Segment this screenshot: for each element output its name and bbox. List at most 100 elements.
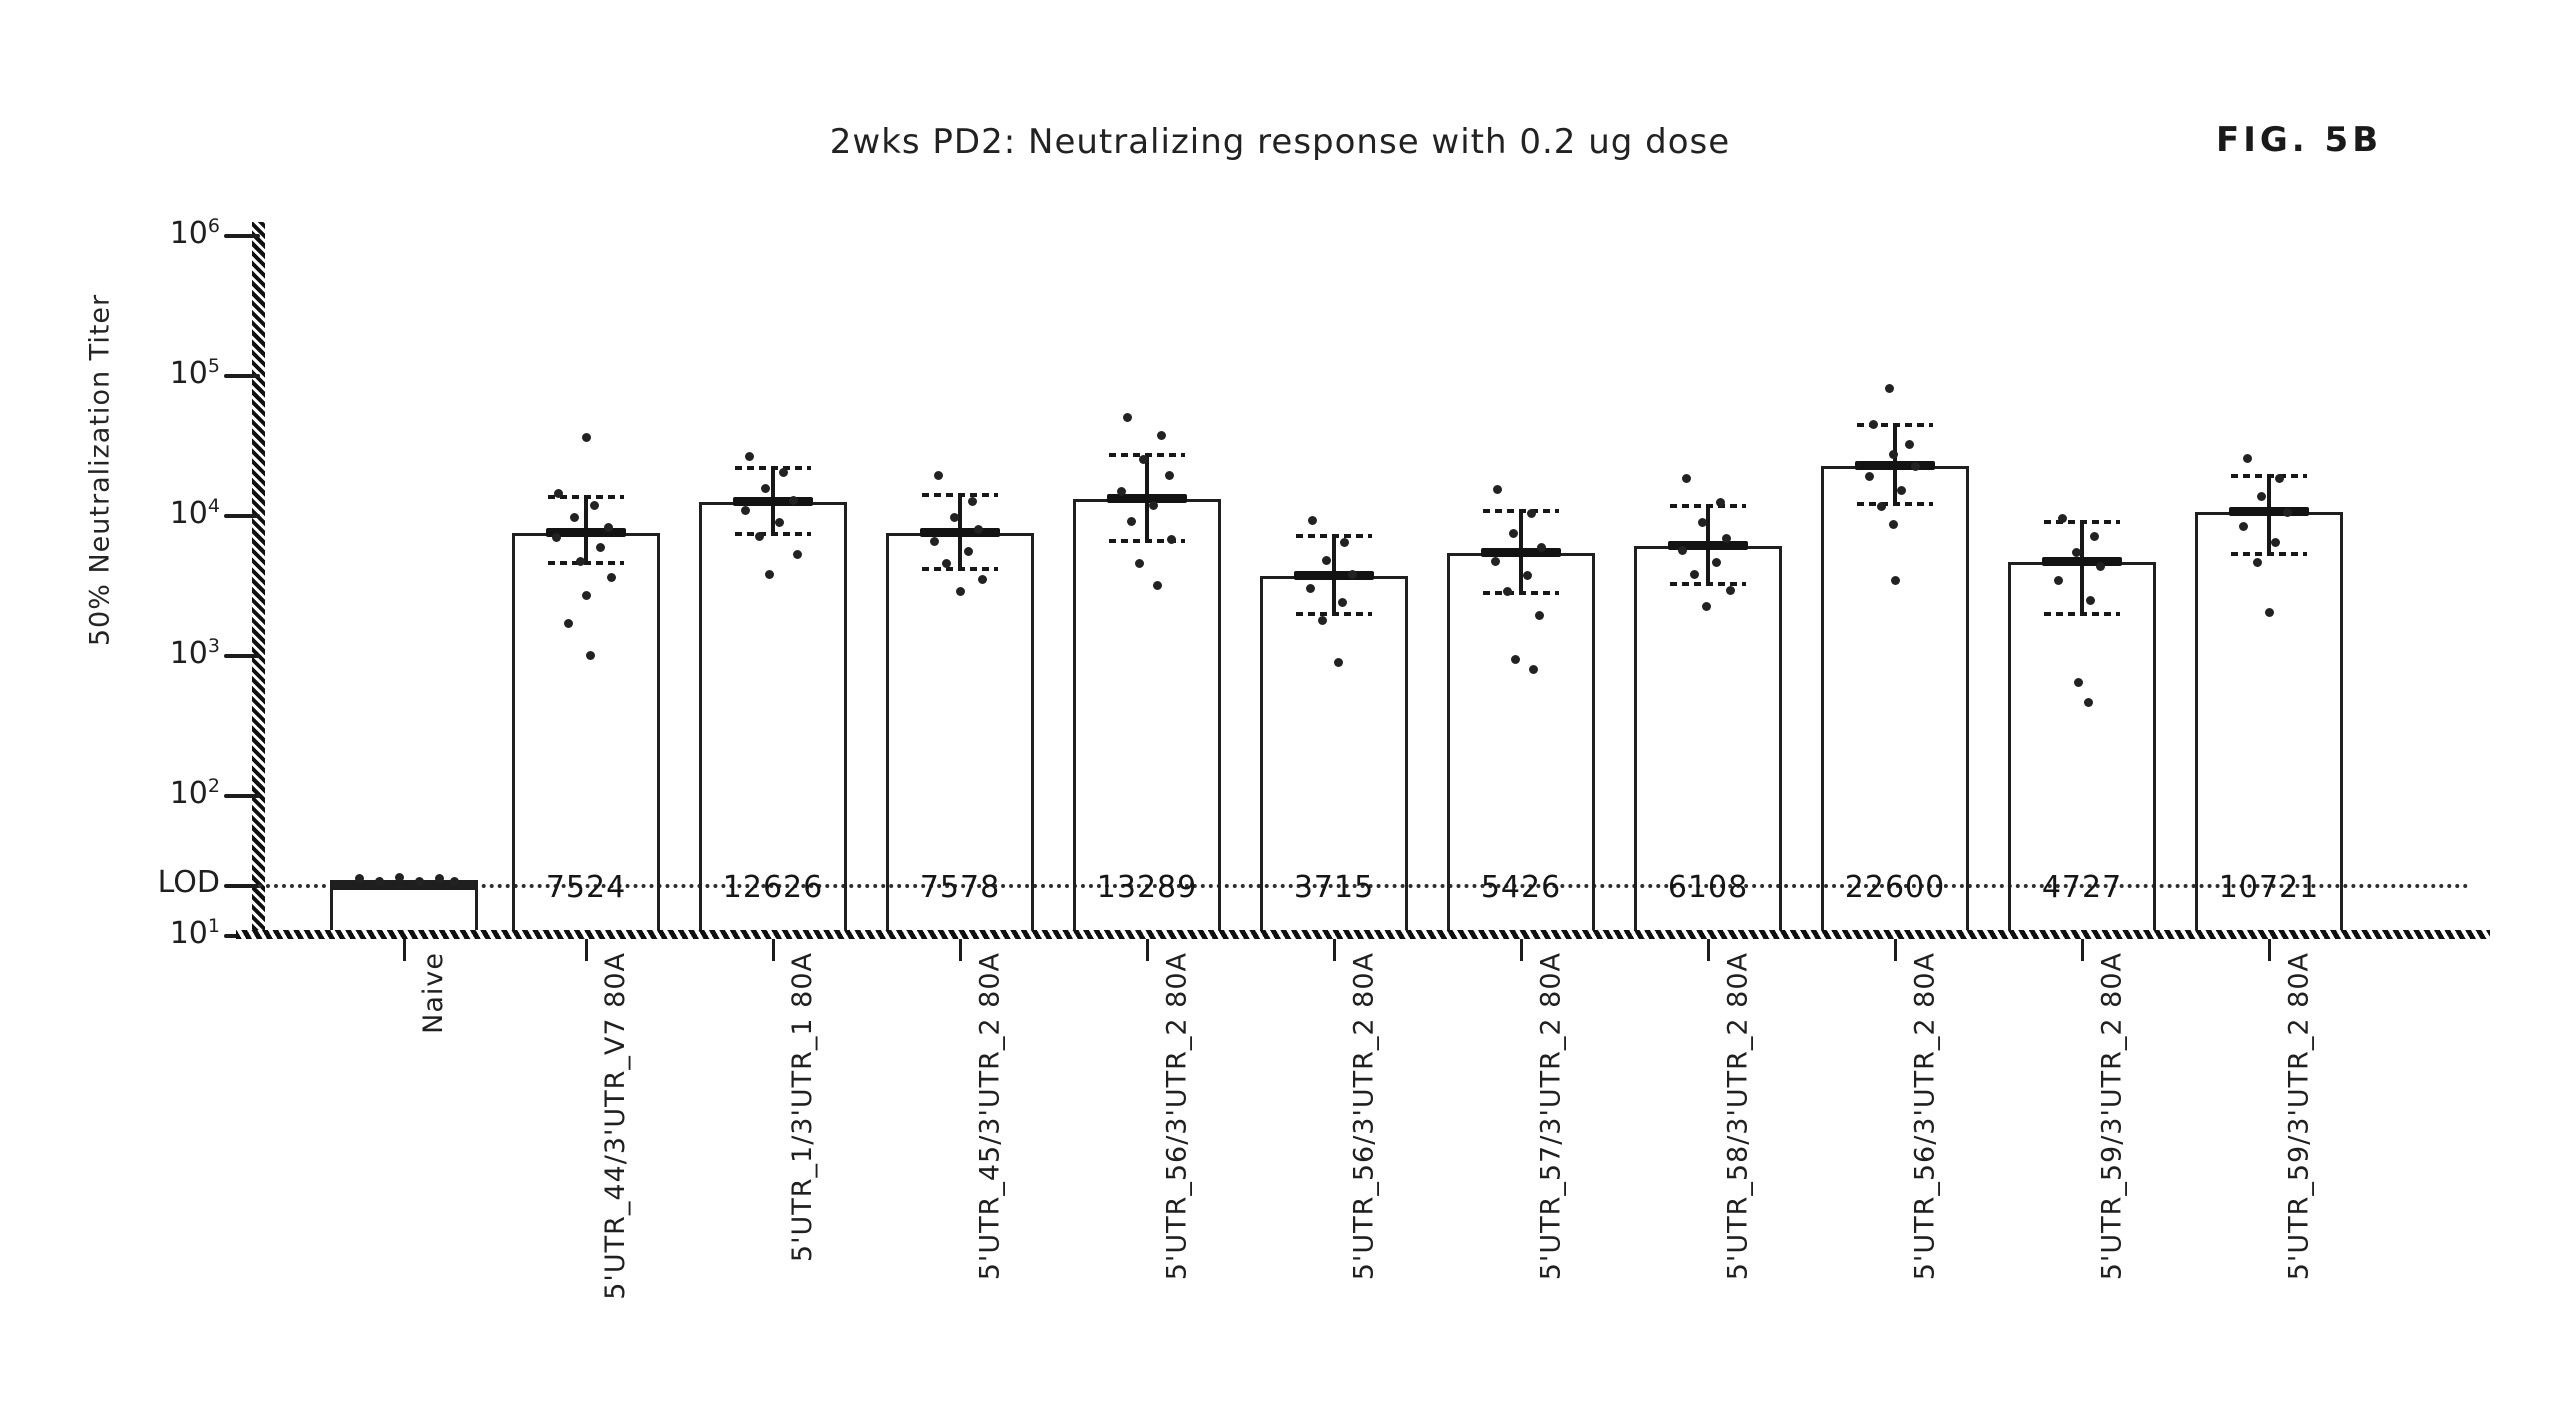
scatter-dot xyxy=(2084,697,2093,707)
x-tick-label: 5'UTR_57/3'UTR_2 80A xyxy=(1535,952,1566,1281)
scatter-dot xyxy=(596,543,605,553)
bar-value-label: 7524 xyxy=(545,870,627,905)
x-tick-mark xyxy=(585,939,588,961)
error-whisker-top-cap xyxy=(1483,509,1559,514)
scatter-dot xyxy=(934,470,943,480)
scatter-dot xyxy=(1678,545,1687,555)
mean-marker xyxy=(2229,506,2309,516)
bar-value-label: 7578 xyxy=(919,870,1001,905)
scatter-dot xyxy=(607,573,616,583)
scatter-dot xyxy=(582,591,591,601)
scatter-dot xyxy=(2253,557,2262,567)
x-tick-label: 5'UTR_44/3'UTR_V7 80A xyxy=(600,952,631,1300)
scatter-dot xyxy=(1726,585,1735,595)
scatter-dot xyxy=(2283,507,2292,517)
scatter-dot xyxy=(590,501,599,511)
y-tick-mark xyxy=(224,884,260,888)
scatter-dot xyxy=(956,586,965,596)
mean-marker xyxy=(1481,548,1561,558)
scatter-dot xyxy=(375,877,384,887)
scatter-dot xyxy=(576,557,585,567)
bar-value-label: 13289 xyxy=(1096,870,1198,905)
x-tick-mark xyxy=(1707,939,1710,961)
scatter-dot xyxy=(395,873,404,883)
y-tick-label: 101 xyxy=(169,915,220,951)
scatter-dot xyxy=(415,877,424,887)
x-tick-label: Naive xyxy=(418,952,449,1034)
error-whisker-bottom-cap xyxy=(735,531,811,536)
mean-marker xyxy=(546,528,626,538)
scatter-dot xyxy=(741,505,750,515)
error-whisker-top-cap xyxy=(2231,473,2307,478)
scatter-dot xyxy=(745,451,754,461)
y-tick-mark xyxy=(224,514,260,518)
scatter-dot xyxy=(450,877,459,887)
scatter-dot xyxy=(1529,665,1538,675)
scatter-dot xyxy=(1682,473,1691,483)
x-tick-label: 5'UTR_56/3'UTR_2 80A xyxy=(1348,952,1379,1281)
y-tick-mark xyxy=(224,374,260,378)
scatter-dot xyxy=(1523,571,1532,581)
y-tick-mark xyxy=(224,654,260,658)
scatter-dot xyxy=(2271,537,2280,547)
error-whisker-top-cap xyxy=(2044,519,2120,524)
scatter-dot xyxy=(1123,412,1132,422)
error-whisker-bottom-cap xyxy=(2231,551,2307,556)
scatter-dot xyxy=(1535,611,1544,621)
scatter-dot xyxy=(1509,529,1518,539)
error-whisker-top-cap xyxy=(735,465,811,470)
scatter-dot xyxy=(1149,500,1158,510)
y-tick-label: 102 xyxy=(169,775,220,811)
error-whisker-bottom-cap xyxy=(548,561,624,566)
x-axis-baseline xyxy=(236,930,2490,939)
error-whisker-top-cap xyxy=(548,495,624,500)
error-whisker-bottom-cap xyxy=(1109,538,1185,543)
error-whisker-bottom-cap xyxy=(922,566,998,571)
scatter-dot xyxy=(2054,575,2063,585)
error-whisker-top-cap xyxy=(922,492,998,497)
x-tick-label: 5'UTR_45/3'UTR_2 80A xyxy=(974,952,1005,1281)
x-tick-mark xyxy=(2268,939,2271,961)
scatter-dot xyxy=(604,523,613,533)
x-tick-mark xyxy=(1333,939,1336,961)
x-tick-label: 5'UTR_56/3'UTR_2 80A xyxy=(1909,952,1940,1281)
scatter-dot xyxy=(1117,486,1126,496)
scatter-dot xyxy=(1702,601,1711,611)
lod-tick-label: LOD xyxy=(157,865,220,900)
scatter-dot xyxy=(582,433,591,443)
scatter-dot xyxy=(1493,485,1502,495)
scatter-dot xyxy=(1348,570,1357,580)
scatter-dot xyxy=(1722,533,1731,543)
bar-value-label: 12626 xyxy=(722,870,824,905)
scatter-dot xyxy=(2239,521,2248,531)
scatter-dot xyxy=(968,496,977,506)
error-whisker-bottom-cap xyxy=(1483,591,1559,596)
x-tick-label: 5'UTR_56/3'UTR_2 80A xyxy=(1161,952,1192,1281)
scatter-dot xyxy=(1306,584,1315,594)
scatter-dot xyxy=(2086,595,2095,605)
y-tick-label: 105 xyxy=(169,355,220,391)
error-whisker-top-cap xyxy=(1670,503,1746,508)
scatter-dot xyxy=(435,874,444,884)
error-whisker xyxy=(2080,521,2084,614)
lod-dotted-line xyxy=(258,884,2470,888)
scatter-dot xyxy=(2265,607,2274,617)
mean-marker xyxy=(733,496,813,506)
scatter-dot xyxy=(1127,516,1136,526)
scatter-dot xyxy=(1877,502,1886,512)
y-axis-line xyxy=(252,222,265,939)
x-tick-mark xyxy=(1146,939,1149,961)
scatter-dot xyxy=(978,574,987,584)
scatter-dot xyxy=(586,651,595,661)
x-tick-label: 5'UTR_1/3'UTR_1 80A xyxy=(787,952,818,1263)
bar-value-label: 22600 xyxy=(1844,870,1946,905)
error-whisker-bottom-cap xyxy=(1857,502,1933,507)
bar-control xyxy=(330,880,478,934)
chart-title: 2wks PD2: Neutralizing response with 0.2… xyxy=(829,122,1731,162)
scatter-dot xyxy=(755,531,764,541)
scatter-dot xyxy=(2243,453,2252,463)
x-tick-mark xyxy=(2081,939,2084,961)
x-tick-mark xyxy=(1894,939,1897,961)
scatter-dot xyxy=(1511,655,1520,665)
